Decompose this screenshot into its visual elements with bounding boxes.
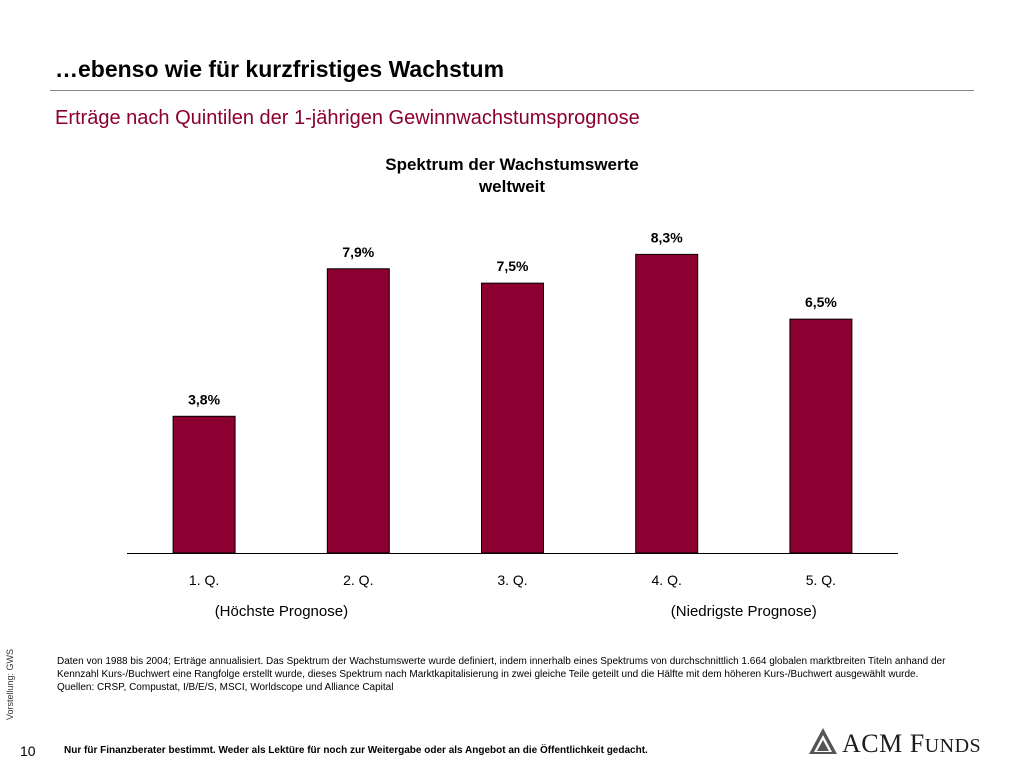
- logo-text-main: ACM F: [842, 729, 925, 758]
- slide-subtitle: Erträge nach Quintilen der 1-jährigen Ge…: [55, 107, 640, 129]
- logo-text: ACM FUNDS: [842, 729, 981, 759]
- acm-funds-logo: ACM FUNDS: [808, 727, 981, 759]
- side-note: Vorstellung: GWS: [5, 648, 15, 720]
- category-label-2: 2. Q.: [343, 572, 373, 588]
- bar-chart: 3,8% 1. Q. 7,9% 2. Q. 7,5% 3. Q. 8,3% 4. Q. 6,5%…: [127, 229, 898, 588]
- bar-2: [326, 268, 390, 554]
- chart-title-line-2: weltweit: [478, 177, 546, 196]
- category-label-1: 1. Q.: [189, 572, 219, 588]
- slide-title: …ebenso wie für kurzfristiges Wachstum: [55, 56, 505, 82]
- data-label-5: 6,5%: [805, 294, 837, 310]
- bar-3: [481, 282, 544, 554]
- footnote-text: Daten von 1988 bis 2004; Erträge annuali…: [57, 656, 946, 680]
- bar-5: [789, 318, 853, 554]
- logo-text-small: UNDS: [924, 735, 982, 757]
- category-label-5: 5. Q.: [806, 572, 836, 588]
- disclaimer: Nur für Finanzberater bestimmt. Weder al…: [64, 745, 648, 756]
- page-number: 10: [20, 743, 36, 759]
- sub-label-highest: (Höchste Prognose): [214, 603, 349, 620]
- acm-logo-icon: [809, 728, 837, 754]
- footnote-sources: Quellen: CRSP, Compustat, I/B/E/S, MSCI,…: [57, 682, 394, 693]
- data-label-4: 8,3%: [651, 229, 683, 245]
- data-label-1: 3,8%: [188, 391, 220, 407]
- data-label-2: 7,9%: [342, 244, 374, 260]
- footnote: Daten von 1988 bis 2004; Erträge annuali…: [57, 655, 957, 694]
- title-divider: [50, 90, 974, 91]
- sub-label-lowest: (Niedrigste Prognose): [670, 603, 817, 620]
- bar-4: [635, 253, 699, 554]
- bar-1: [172, 415, 236, 554]
- category-label-3: 3. Q.: [497, 572, 527, 588]
- data-label-3: 7,5%: [497, 258, 529, 274]
- chart-title-line-1: Spektrum der Wachstumswerte: [385, 155, 639, 174]
- category-label-4: 4. Q.: [652, 572, 682, 588]
